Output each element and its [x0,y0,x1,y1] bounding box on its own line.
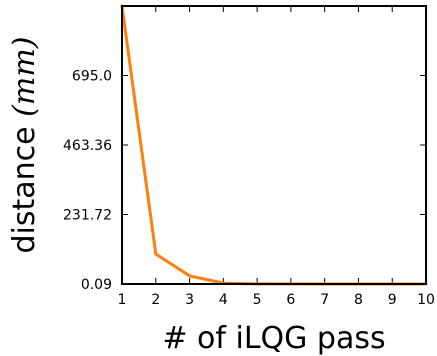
plot-frame [121,5,427,285]
y-tick-label: 463.36 [63,138,112,154]
y-axis-label: distance (mm) [7,37,42,254]
x-tick-label: 1 [118,292,127,308]
x-axis-label: # of iLQG pass [162,321,385,356]
x-tick-label: 8 [354,292,363,308]
ticks-layer: 1 2 3 4 5 6 7 8 9 10 0.09 231.72 463.36 695.0 [63,6,435,308]
y-tick-label: 0.09 [81,277,112,293]
y-axis-label-unit: (mm) [7,37,42,117]
x-tick-label: 10 [417,292,435,308]
x-tick-label: 4 [219,292,228,308]
series-line [120,4,428,286]
x-tick-label: 3 [185,292,194,308]
x-tick-label: 6 [286,292,295,308]
x-tick-label: 7 [320,292,329,308]
y-tick-label: 695.0 [72,68,112,84]
x-tick-label: 5 [253,292,262,308]
y-tick-label: 231.72 [63,207,112,223]
x-tick-label: 9 [388,292,397,308]
y-axis-label-text: distance [7,117,42,254]
x-tick-label: 2 [151,292,160,308]
